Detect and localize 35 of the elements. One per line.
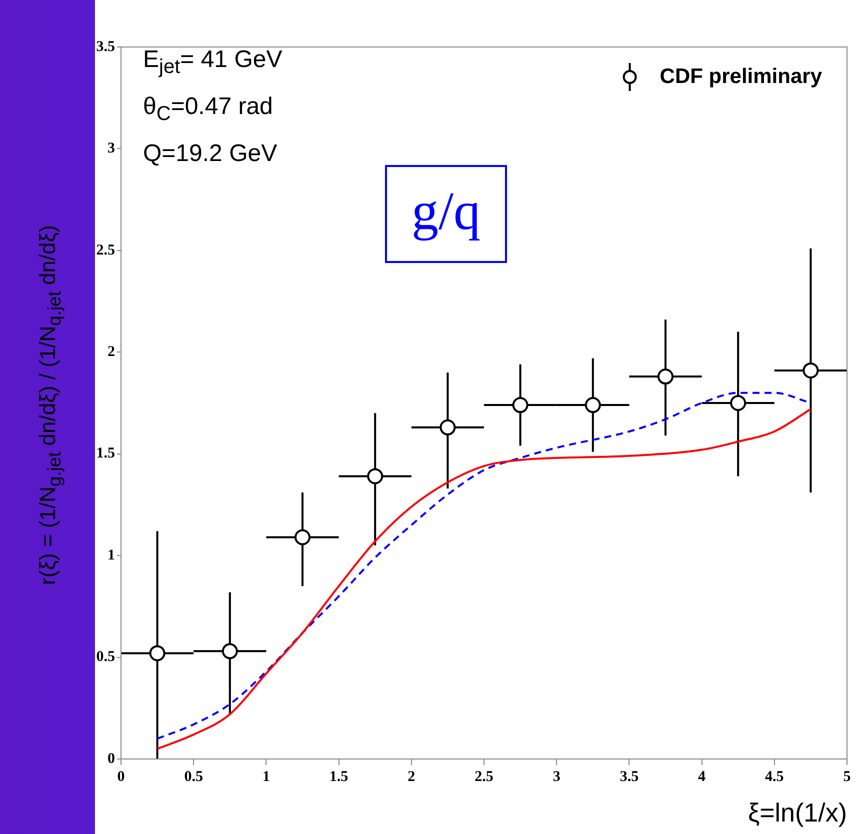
x-tick-label: 1.5 xyxy=(329,768,348,785)
point xyxy=(658,368,674,385)
point xyxy=(584,397,601,414)
x-tick-label: 0.5 xyxy=(184,768,203,785)
x-tick-label: 3 xyxy=(552,768,560,785)
x-tick-label: 4.5 xyxy=(765,768,784,785)
y-tick-label: 2.5 xyxy=(96,242,115,258)
x-tick-label: 1 xyxy=(262,768,270,785)
legend-label: CDF preliminary xyxy=(660,64,822,88)
point xyxy=(149,645,166,662)
y-tick-label: 1.5 xyxy=(96,446,115,462)
point xyxy=(367,468,384,484)
point xyxy=(802,362,819,378)
y-tick-label: 2 xyxy=(108,344,115,360)
y-tick-label: 0.5 xyxy=(96,649,115,666)
annotation: Q=19.2 GeV xyxy=(143,138,278,169)
frame-outline: g/q xyxy=(385,165,507,263)
x-axis-title: ξ=ln(1/x) xyxy=(748,798,847,828)
y-tick-label: 3 xyxy=(108,140,115,157)
y-tick-label: 1 xyxy=(108,547,115,564)
point xyxy=(512,397,528,414)
y-tick-label: 0 xyxy=(108,750,115,767)
x-tick-label: 2.5 xyxy=(474,768,494,785)
point xyxy=(294,529,310,546)
x-tick-label: 2 xyxy=(408,768,416,785)
x-tick-label: 4 xyxy=(698,768,706,785)
point xyxy=(440,419,456,436)
x-tick-label: 5 xyxy=(843,768,851,785)
annotation: E$_{jet}$= 41 GeV xyxy=(143,45,282,80)
annotation: g/q xyxy=(410,180,482,243)
point xyxy=(222,643,238,660)
point xyxy=(730,395,746,411)
annotation: θ$_{C}$=0.47 rad xyxy=(143,92,274,127)
y-tick-label: 3.5 xyxy=(96,38,115,55)
x-tick-label: 3.5 xyxy=(620,768,639,785)
